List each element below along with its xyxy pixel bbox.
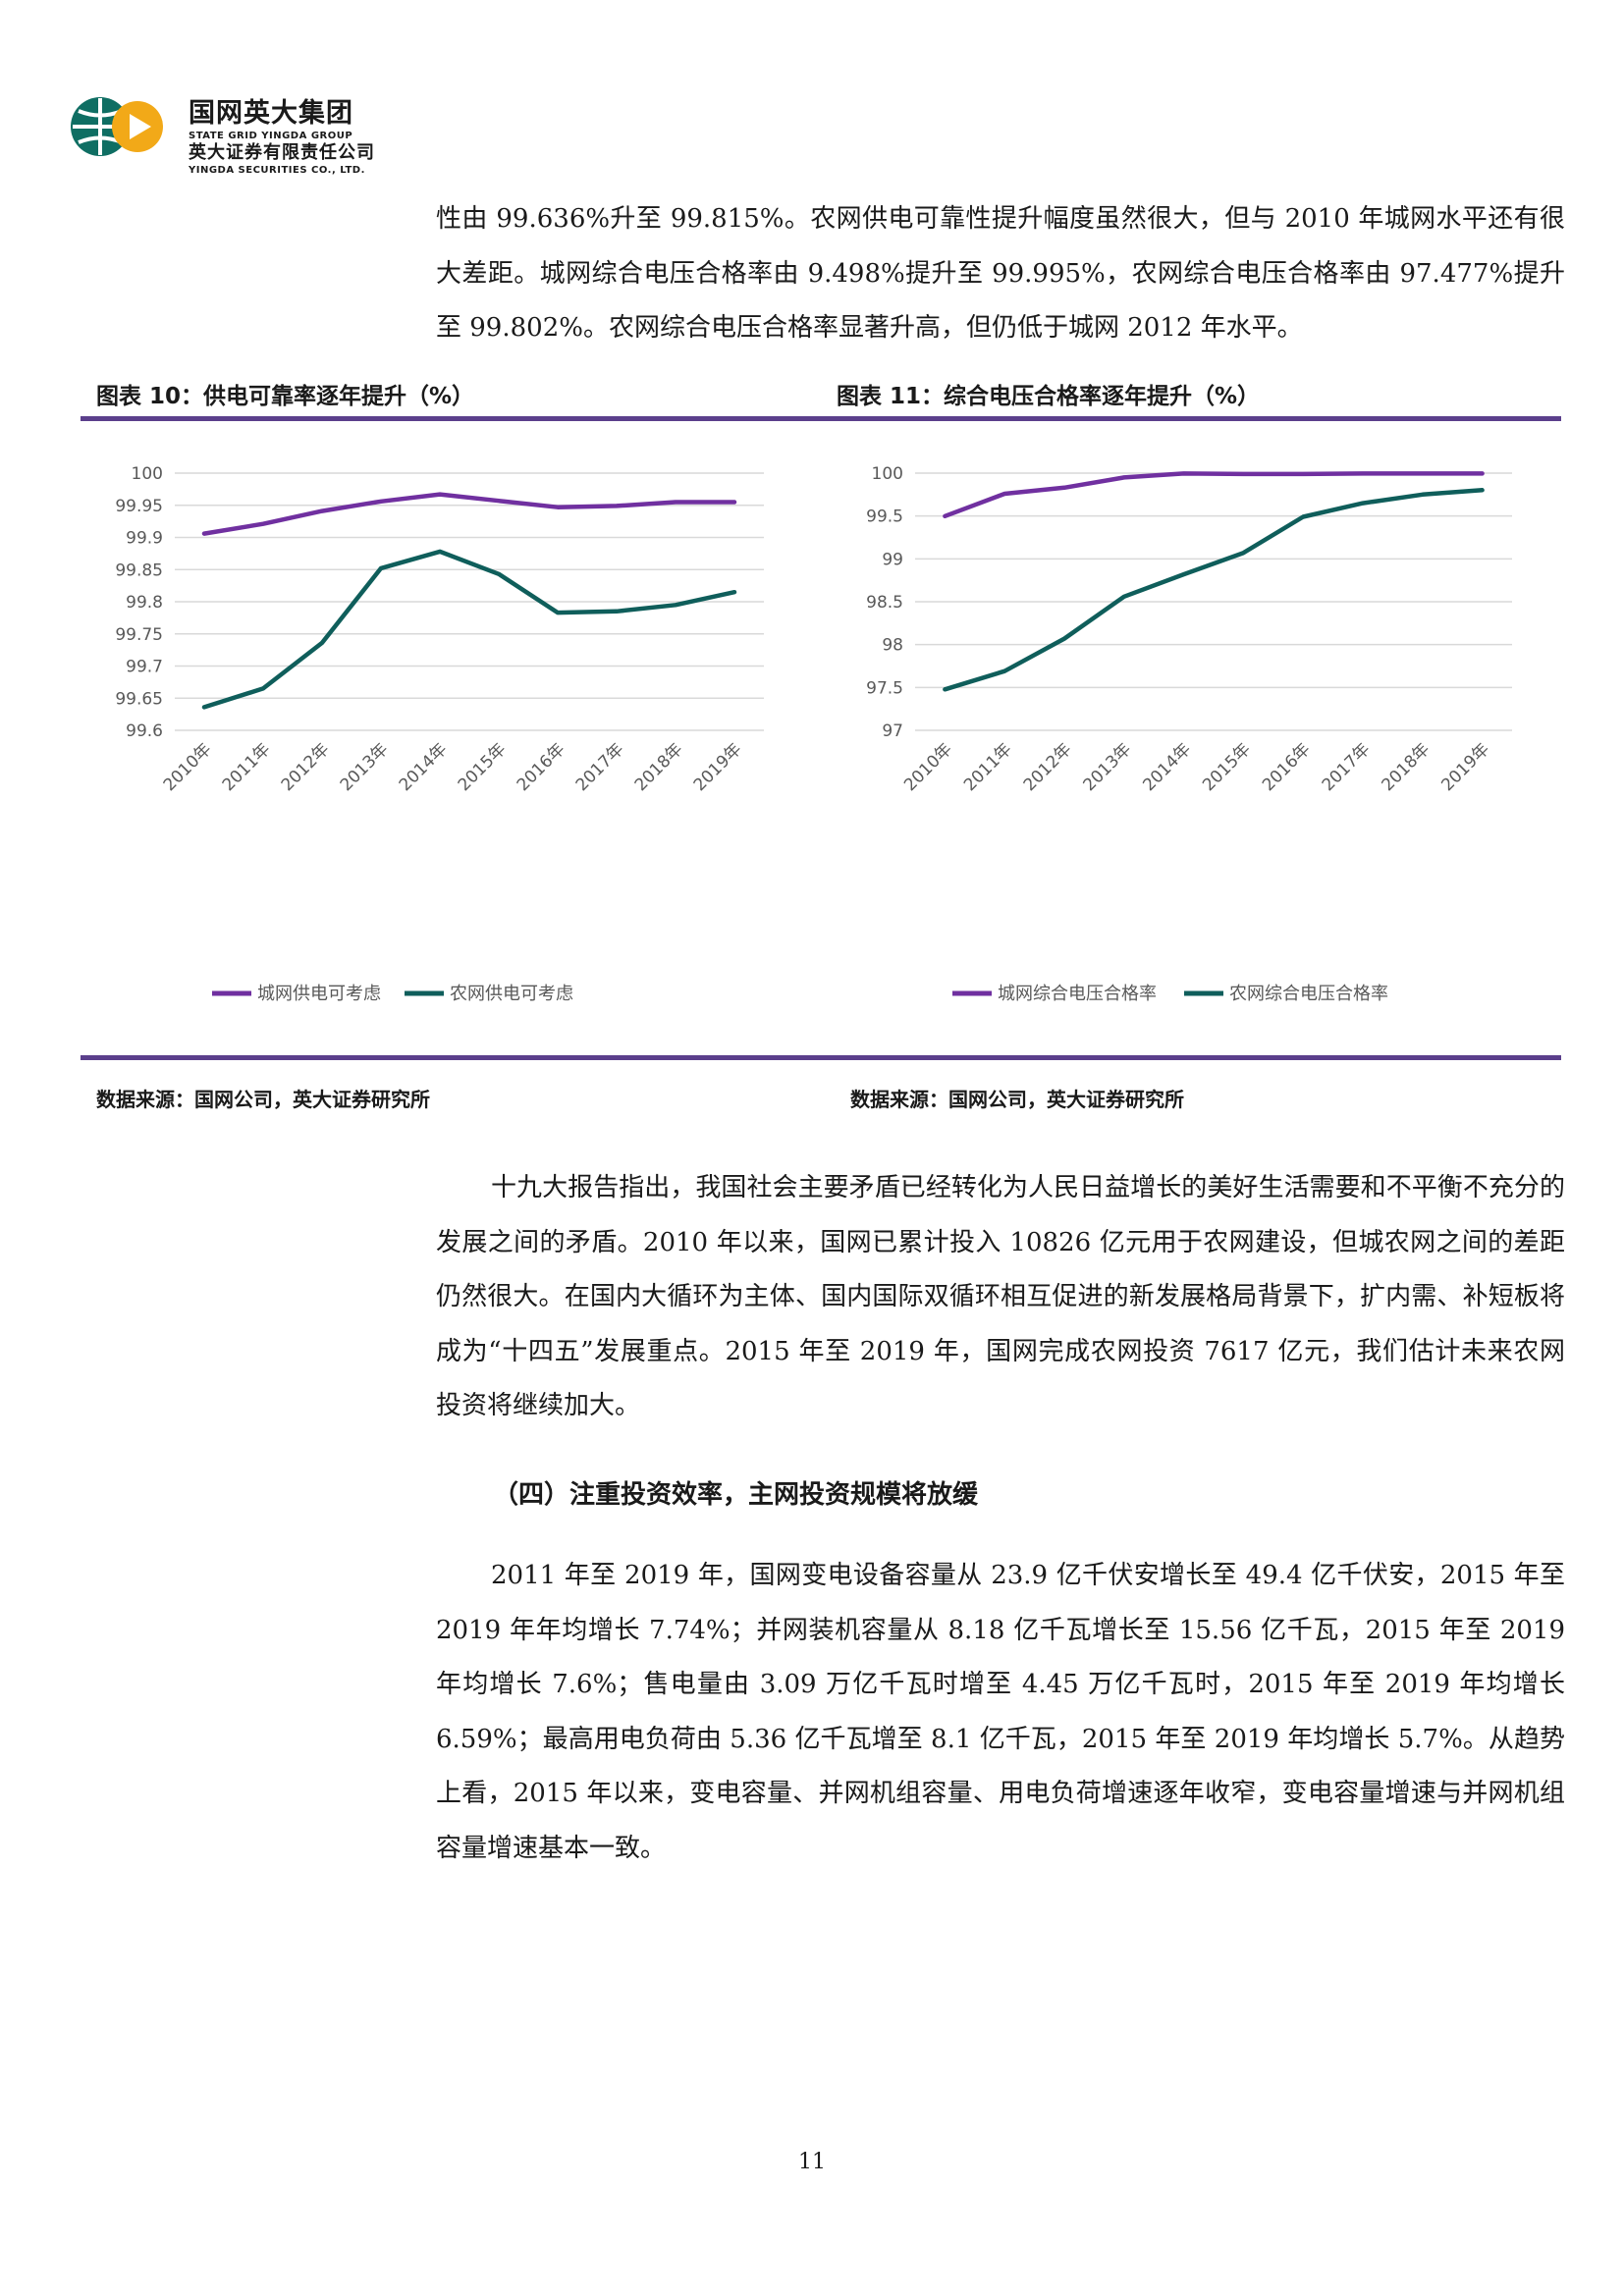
company-name-cn: 国网英大集团 [189, 98, 353, 129]
series-line-2 [201, 549, 737, 710]
figure-10-source: 数据来源：国网公司，英大证券研究所 [96, 1088, 430, 1111]
series-line-1 [201, 492, 737, 536]
x-tick-label: 2011年 [960, 739, 1016, 795]
y-tick-label: 100 [132, 464, 163, 484]
paragraph-rural-grid: 十九大报告指出，我国社会主要矛盾已经转化为人民日益增长的美好生活需要和不平衡不充… [436, 1173, 1565, 1420]
x-tick-label: 2015年 [455, 739, 511, 795]
paragraph-main-grid: 2011 年至 2019 年，国网变电设备容量从 23.9 亿千伏安增长至 49… [436, 1561, 1565, 1863]
y-tick-label: 99.9 [126, 529, 163, 549]
x-tick-label: 2016年 [1259, 739, 1315, 795]
y-tick-label: 99.65 [115, 689, 163, 709]
legend-label: 农网供电可考虑 [450, 984, 573, 1004]
section-heading: （四）注重投资效率，主网投资规模将放缓 [493, 1480, 979, 1510]
x-tick-label: 2010年 [160, 739, 216, 795]
figure-11-title: 图表 11：综合电压合格率逐年提升（%） [837, 384, 1261, 409]
x-tick-label: 2019年 [1437, 739, 1493, 795]
legend-label: 农网综合电压合格率 [1229, 984, 1388, 1004]
series-line-1 [943, 471, 1485, 519]
x-tick-label: 2011年 [219, 739, 275, 795]
x-tick-label: 2013年 [1080, 739, 1136, 795]
figure-top-rule [81, 416, 1561, 421]
x-tick-label: 2014年 [396, 739, 452, 795]
subsidiary-name-cn: 英大证券有限责任公司 [189, 142, 375, 163]
y-tick-label: 97 [882, 721, 903, 741]
y-tick-label: 97.5 [866, 678, 903, 698]
x-tick-label: 2019年 [690, 739, 746, 795]
figure-bottom-rule [81, 1055, 1561, 1060]
x-tick-label: 2018年 [1379, 739, 1435, 795]
x-tick-label: 2015年 [1199, 739, 1255, 795]
x-tick-label: 2012年 [278, 739, 334, 795]
y-tick-label: 99.95 [115, 497, 163, 516]
x-tick-label: 2017年 [1319, 739, 1375, 795]
brand-block: 国网英大集团 STATE GRID YINGDA GROUP 英大证券有限责任公… [189, 98, 375, 177]
legend-label: 城网供电可考虑 [257, 984, 381, 1004]
y-tick-label: 100 [872, 464, 903, 484]
y-tick-label: 99.6 [126, 721, 163, 741]
legend-label: 城网综合电压合格率 [998, 984, 1157, 1004]
series-line-2 [943, 488, 1485, 692]
chart-reliability: 10099.9599.999.8599.899.7599.799.6599.62… [115, 464, 764, 1004]
x-tick-label: 2010年 [900, 739, 956, 795]
figure-10-title: 图表 10：供电可靠率逐年提升（%） [96, 384, 475, 409]
y-tick-label: 98 [882, 636, 903, 656]
x-tick-label: 2017年 [572, 739, 628, 795]
x-tick-label: 2016年 [514, 739, 569, 795]
y-tick-label: 99.85 [115, 561, 163, 580]
y-tick-label: 99.8 [126, 593, 163, 613]
x-tick-label: 2012年 [1020, 739, 1076, 795]
y-tick-label: 99 [882, 550, 903, 569]
y-tick-label: 99.75 [115, 625, 163, 645]
figure-11-source: 数据来源：国网公司，英大证券研究所 [850, 1088, 1184, 1111]
y-tick-label: 99.7 [126, 658, 163, 677]
y-tick-label: 99.5 [866, 507, 903, 527]
y-tick-label: 98.5 [866, 593, 903, 613]
page-number: 11 [798, 2150, 826, 2174]
state-grid-logo [71, 97, 163, 156]
x-tick-label: 2013年 [337, 739, 393, 795]
x-tick-label: 2014年 [1139, 739, 1195, 795]
company-name-en: STATE GRID YINGDA GROUP [189, 131, 353, 141]
subsidiary-name-en: YINGDA SECURITIES CO., LTD. [189, 165, 365, 176]
x-tick-label: 2018年 [631, 739, 687, 795]
paragraph-reliability: 性由 99.636%升至 99.815%。农网供电可靠性提升幅度虽然很大，但与 … [436, 204, 1565, 343]
